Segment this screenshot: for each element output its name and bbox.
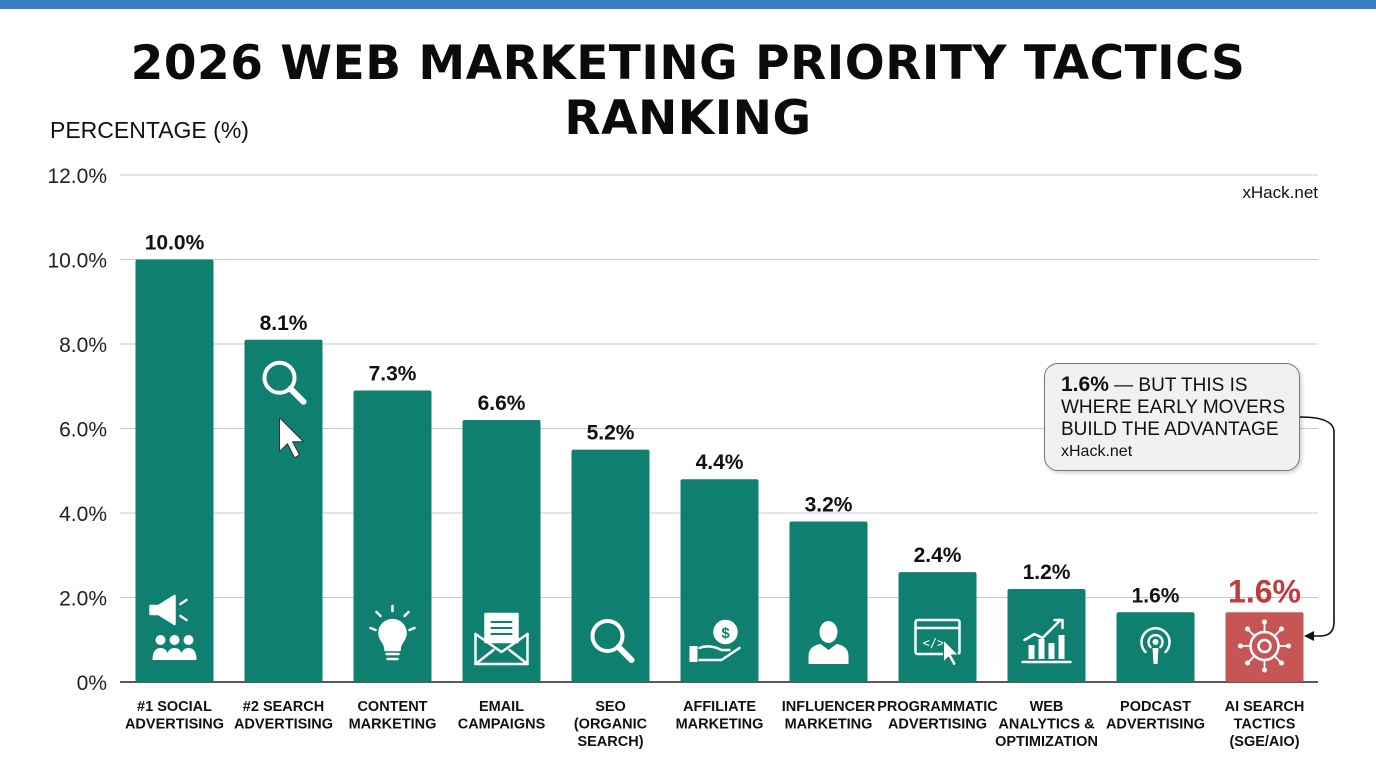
callout-connector (1299, 416, 1335, 641)
x-tick-label: SEO (595, 699, 626, 715)
podcast-icon (1140, 626, 1171, 664)
callout-value: 1.6% (1061, 373, 1109, 396)
callout-box: 1.6% — BUT THIS IS WHERE EARLY MOVERS BU… (1044, 363, 1300, 471)
bar (135, 259, 214, 682)
callout-line1: 1.6% — BUT THIS IS (1061, 373, 1289, 397)
y-tick-label: 10.0% (47, 250, 107, 273)
x-tick-label: (ORGANIC (574, 717, 648, 733)
bar (789, 521, 868, 682)
bar (571, 449, 650, 682)
x-tick-label: ANALYTICS & (998, 717, 1095, 733)
bar-icons: $ </> (149, 360, 1291, 673)
hand-coin-icon: $ (689, 619, 741, 662)
callout-line1-text: — BUT THIS IS (1108, 375, 1248, 396)
magnifier-icon (590, 619, 635, 663)
callout-line3: BUILD THE ADVANTAGE (1061, 419, 1279, 440)
x-tick-label: PROGRAMMATIC (877, 699, 998, 715)
envelope-icon (474, 612, 529, 666)
x-tick-label: MARKETING (349, 717, 437, 733)
y-tick-label: 4.0% (59, 503, 107, 526)
value-label: 2.4% (914, 544, 962, 567)
search-cursor-icon (262, 360, 307, 459)
bar (1116, 612, 1195, 682)
value-label: 10.0% (145, 232, 205, 255)
value-label: 1.2% (1023, 561, 1071, 584)
watermark: xHack.net (1242, 183, 1318, 202)
x-tick-label: (SGE/AIO) (1229, 734, 1299, 750)
x-tick-label: WEB (1030, 699, 1064, 715)
x-tick-label: ADVERTISING (234, 717, 333, 733)
value-label: 1.6% (1228, 573, 1301, 609)
value-label: 5.2% (587, 422, 635, 445)
bars (135, 259, 1304, 682)
value-label: 7.3% (369, 362, 417, 385)
bar (353, 390, 432, 682)
top-accent-bar (0, 0, 1376, 9)
value-label: 4.4% (696, 451, 744, 474)
x-tick-label: MARKETING (785, 717, 873, 733)
value-labels: 10.0% 8.1% 7.3% 6.6% 5.2% 4.4% 3.2% 2.4% 1.2% 1.6… (145, 232, 1301, 610)
value-label: 1.6% (1132, 584, 1180, 607)
svg-text:$: $ (721, 625, 730, 642)
x-tick-label: EMAIL (479, 699, 524, 715)
callout-line2: WHERE EARLY MOVERS (1061, 397, 1286, 418)
x-tick-label: AFFILIATE (683, 699, 756, 715)
callout-arrow-line (1299, 416, 1335, 637)
code-window-icon: </> (914, 618, 961, 667)
x-tick-label: OPTIMIZATION (995, 734, 1098, 750)
x-tick-label: CONTENT (357, 699, 427, 715)
bar (462, 420, 541, 682)
x-tick-label: #2 SEARCH (243, 699, 324, 715)
callout-arrowhead (1304, 631, 1314, 641)
bar (1225, 612, 1304, 682)
ai-circuit-icon (1238, 619, 1291, 673)
analytics-chart-icon (1021, 618, 1072, 664)
x-tick-label: TACTICS (1234, 717, 1296, 733)
x-tick-label: ADVERTISING (125, 717, 224, 733)
x-tick-labels: #1 SOCIAL ADVERTISING #2 SEARCH ADVERTISING… (125, 699, 1304, 750)
svg-text:</>: </> (923, 636, 945, 650)
callout-source: xHack.net (1061, 443, 1133, 460)
y-tick-label: 12.0% (47, 165, 107, 188)
y-tick-label: 0% (77, 672, 107, 695)
x-tick-label: SEARCH) (577, 734, 643, 750)
lightbulb-icon (369, 604, 416, 661)
x-tick-label: MARKETING (676, 717, 764, 733)
person-icon (808, 621, 849, 664)
y-axis-label: PERCENTAGE (%) (50, 117, 249, 143)
x-tick-label: ADVERTISING (1106, 717, 1205, 733)
bar (680, 479, 759, 682)
x-tick-label: ADVERTISING (888, 717, 987, 733)
y-tick-label: 8.0% (59, 334, 107, 357)
y-tick-labels: 0% 2.0% 4.0% 6.0% 8.0% 10.0% 12.0% (47, 165, 107, 695)
x-tick-label: PODCAST (1120, 699, 1191, 715)
x-tick-label: #1 SOCIAL (137, 699, 212, 715)
value-label: 8.1% (260, 312, 308, 335)
value-label: 3.2% (805, 493, 853, 516)
chart-title: 2026 WEB MARKETING PRIORITY TACTICS RANK… (130, 36, 1246, 146)
value-label: 6.6% (478, 392, 526, 415)
y-tick-label: 6.0% (59, 419, 107, 442)
megaphone-people-icon (149, 594, 197, 660)
bar (244, 339, 323, 682)
x-tick-label: CAMPAIGNS (458, 717, 546, 733)
x-tick-label: AI SEARCH (1225, 699, 1305, 715)
x-tick-label: INFLUENCER (782, 699, 876, 715)
y-tick-label: 2.0% (59, 588, 107, 611)
